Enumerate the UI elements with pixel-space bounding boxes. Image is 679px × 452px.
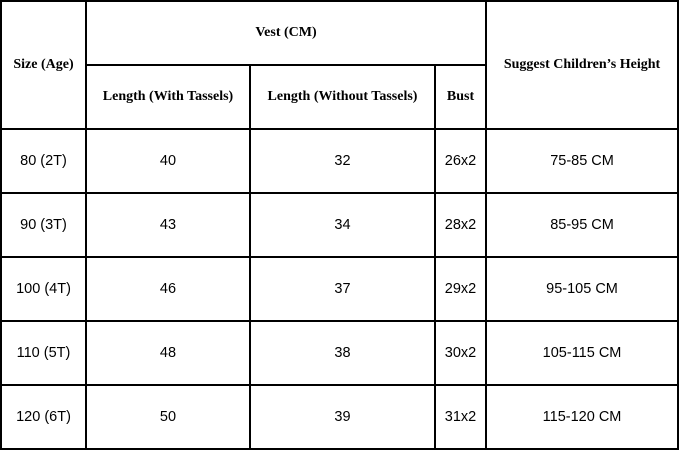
cell-bust: 26x2 xyxy=(433,128,488,194)
cell-bust: 30x2 xyxy=(433,320,488,386)
cell-length-with: 40 xyxy=(85,128,251,194)
table-header-row: Size (Age) Vest (CM) Suggest Children’s … xyxy=(0,0,679,130)
table-row: 100 (4T) 46 37 29x2 95-105 CM xyxy=(0,256,679,322)
header-length-without-tassels: Length (Without Tassels) xyxy=(249,64,436,130)
cell-size: 100 (4T) xyxy=(0,256,87,322)
table-row: 110 (5T) 48 38 30x2 105-115 CM xyxy=(0,320,679,386)
cell-size: 80 (2T) xyxy=(0,128,87,194)
header-length-with-tassels: Length (With Tassels) xyxy=(85,64,251,130)
table-row: 90 (3T) 43 34 28x2 85-95 CM xyxy=(0,192,679,258)
cell-length-without: 34 xyxy=(249,192,436,258)
cell-length-without: 37 xyxy=(249,256,436,322)
cell-length-with: 50 xyxy=(85,384,251,450)
table-row: 80 (2T) 40 32 26x2 75-85 CM xyxy=(0,128,679,194)
cell-length-without: 39 xyxy=(249,384,436,450)
cell-size: 90 (3T) xyxy=(0,192,87,258)
cell-size: 120 (6T) xyxy=(0,384,87,450)
cell-length-without: 38 xyxy=(249,320,436,386)
cell-bust: 28x2 xyxy=(433,192,488,258)
cell-height: 75-85 CM xyxy=(485,128,679,194)
cell-length-with: 43 xyxy=(85,192,251,258)
cell-height: 105-115 CM xyxy=(485,320,679,386)
header-size: Size (Age) xyxy=(0,0,87,130)
cell-length-with: 46 xyxy=(85,256,251,322)
header-height: Suggest Children’s Height xyxy=(485,0,679,130)
cell-height: 95-105 CM xyxy=(485,256,679,322)
cell-size: 110 (5T) xyxy=(0,320,87,386)
cell-bust: 31x2 xyxy=(433,384,488,450)
cell-height: 85-95 CM xyxy=(485,192,679,258)
cell-length-without: 32 xyxy=(249,128,436,194)
cell-length-with: 48 xyxy=(85,320,251,386)
cell-height: 115-120 CM xyxy=(485,384,679,450)
table-row: 120 (6T) 50 39 31x2 115-120 CM xyxy=(0,384,679,450)
header-bust: Bust xyxy=(433,64,488,130)
table-subheader-row: Length (With Tassels) Length (Without Ta… xyxy=(1,64,678,130)
header-vest: Vest (CM) xyxy=(84,0,488,66)
cell-bust: 29x2 xyxy=(433,256,488,322)
